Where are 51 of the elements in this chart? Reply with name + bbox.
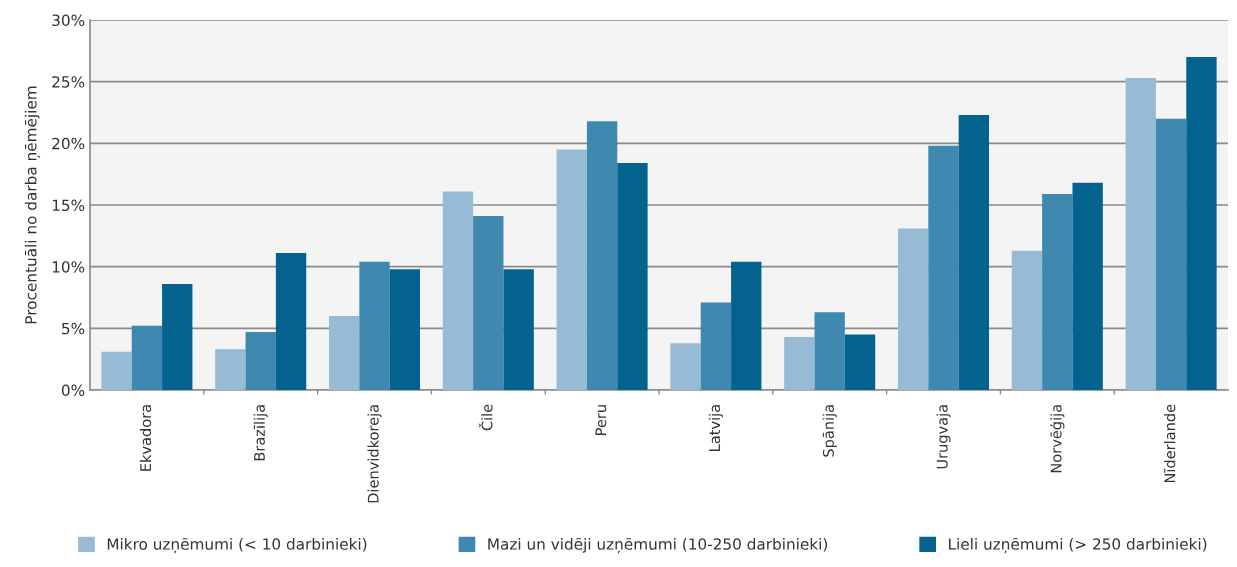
bar xyxy=(215,349,246,390)
bar xyxy=(473,216,504,390)
bar xyxy=(928,145,959,390)
bar xyxy=(670,343,701,390)
bar xyxy=(556,149,587,390)
bar xyxy=(958,114,990,390)
x-tick-label: Brazīlija xyxy=(253,405,268,461)
bar xyxy=(617,163,648,390)
bar xyxy=(814,312,845,390)
bar xyxy=(784,336,815,390)
x-tick-label: Latvija xyxy=(708,405,723,451)
x-tick-label: Norvēģija xyxy=(1050,405,1065,473)
x-tick-label: Dienvidkoreja xyxy=(367,405,382,503)
bar xyxy=(503,269,534,390)
bar xyxy=(731,261,762,390)
bar xyxy=(1042,193,1073,390)
bar xyxy=(1186,57,1217,390)
bar xyxy=(700,302,732,390)
bar xyxy=(245,332,276,390)
y-tick-label: 0% xyxy=(61,384,85,397)
y-tick-label: 30% xyxy=(52,14,85,27)
x-tick-label: Urugvaja xyxy=(936,405,951,469)
legend-label: Lieli uzņēmumi (> 250 darbinieki) xyxy=(949,537,1207,554)
y-tick-label: 20% xyxy=(52,137,85,150)
x-tick-label: Ekvadora xyxy=(139,405,152,471)
bar xyxy=(1155,118,1187,390)
x-tick-label: Spānija xyxy=(822,405,837,457)
bar xyxy=(1125,77,1156,390)
y-tick-label: 15% xyxy=(52,199,85,212)
x-tick-label: Peru xyxy=(595,405,607,435)
y-tick-label: 25% xyxy=(52,76,85,88)
bar xyxy=(1072,182,1103,390)
bar xyxy=(275,253,307,390)
bar xyxy=(359,261,390,390)
bar xyxy=(328,316,360,390)
bar xyxy=(1011,250,1043,390)
bar xyxy=(389,269,421,390)
bar xyxy=(586,121,618,390)
bar xyxy=(897,228,929,390)
y-tick-label: 10% xyxy=(52,261,85,273)
bar xyxy=(442,191,474,390)
bar xyxy=(131,325,163,390)
bar xyxy=(844,334,876,390)
x-tick-label: Nīderlande xyxy=(1164,404,1176,483)
legend-label: Mazi un vidēji uzņēmumi (10-250 darbinieki) xyxy=(488,537,828,554)
y-axis-title: Procentuāli no darba ņēmējiem xyxy=(24,86,41,324)
bar xyxy=(162,283,193,390)
x-tick-label: Čile xyxy=(478,404,493,431)
bar xyxy=(101,351,132,390)
legend-label: Mikro uzņēmumi (< 10 darbinieki) xyxy=(107,537,367,554)
y-tick-label: 5% xyxy=(62,322,85,335)
